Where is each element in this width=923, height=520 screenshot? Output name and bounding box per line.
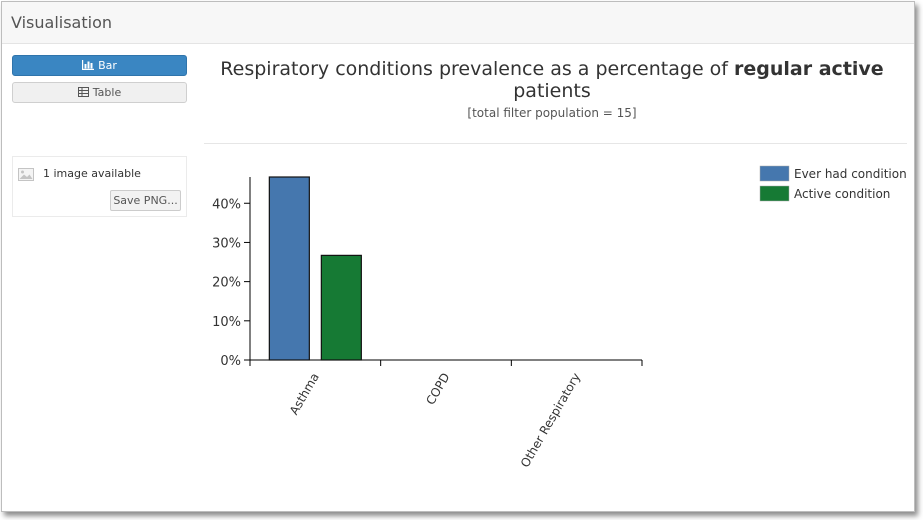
legend-label: Active condition xyxy=(794,187,890,201)
y-tick-label: 40% xyxy=(212,197,241,212)
legend-swatch xyxy=(759,185,790,202)
y-tick-label: 10% xyxy=(212,315,241,330)
bar-view-label: Bar xyxy=(98,59,117,72)
chart-title: Respiratory conditions prevalence as a p… xyxy=(202,58,902,102)
x-tick-label: COPD xyxy=(423,371,452,408)
chart-title-bold: regular active xyxy=(734,58,884,80)
legend-label: Ever had condition xyxy=(794,167,907,181)
y-tick-label: 20% xyxy=(212,276,241,291)
bar-chart-icon xyxy=(82,57,95,76)
image-export-panel: 1 image available Save PNG... xyxy=(12,156,187,217)
divider xyxy=(204,143,907,144)
image-icon xyxy=(18,166,34,185)
bar-active-asthma xyxy=(320,254,362,361)
chart-title-prefix: Respiratory conditions prevalence as a p… xyxy=(220,58,735,80)
legend-swatch xyxy=(759,165,790,182)
table-view-button[interactable]: Table xyxy=(12,82,187,103)
bar-chart: 0% 10% 20% 30% 40% Asthma COPD Other Respirator… xyxy=(212,165,907,470)
bar-view-button[interactable]: Bar xyxy=(12,55,187,76)
table-view-label: Table xyxy=(92,86,122,99)
chart-subtitle: [total filter population = 15] xyxy=(467,106,637,120)
y-tick-label: 0% xyxy=(220,354,241,369)
visualisation-panel: Visualisation Bar Table xyxy=(1,1,915,512)
panel-title: Visualisation xyxy=(11,13,112,32)
bar-ever-had-asthma xyxy=(268,176,310,361)
y-tick-label: 30% xyxy=(212,236,241,251)
table-icon xyxy=(77,84,89,103)
save-png-button[interactable]: Save PNG... xyxy=(110,190,181,211)
panel-heading: Visualisation xyxy=(2,2,914,44)
x-tick-label: Other Respiratory xyxy=(518,371,583,470)
x-tick-label: Asthma xyxy=(287,371,322,418)
image-count-label: 1 image available xyxy=(43,167,141,180)
chart-title-suffix: patients xyxy=(513,80,591,102)
